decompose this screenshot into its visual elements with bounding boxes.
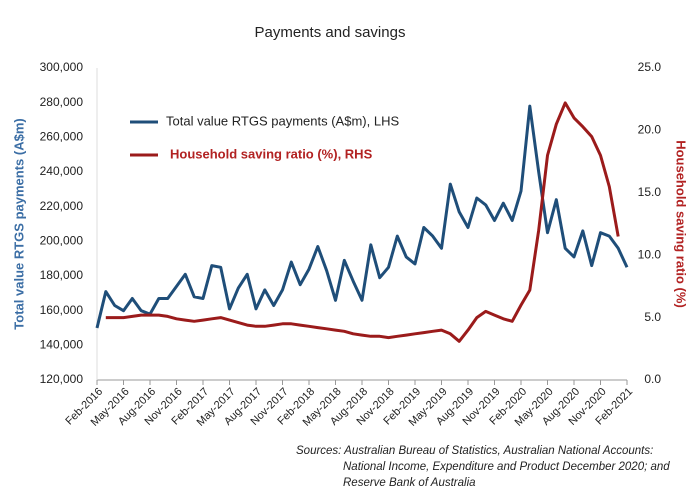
series-line	[105, 101, 620, 343]
y-tick-label: 220,000	[40, 199, 84, 213]
source-note: Reserve Bank of Australia	[343, 477, 476, 489]
y-tick-label: 200,000	[40, 234, 84, 248]
y2-tick-label: 10.0	[638, 247, 662, 261]
legend-label: Household saving ratio (%), RHS	[170, 146, 373, 161]
y2-axis-title: Household saving ratio (%)	[674, 140, 689, 308]
y-tick-label: 180,000	[40, 268, 84, 282]
y2-tick-label: 20.0	[638, 123, 662, 137]
legend-label: Total value RTGS payments (A$m), LHS	[166, 113, 399, 128]
source-note: National Income, Expenditure and Product…	[343, 461, 670, 473]
y-tick-label: 140,000	[40, 338, 84, 352]
series-line	[95, 104, 629, 329]
y-axis-title: Total value RTGS payments (A$m)	[11, 118, 26, 329]
y2-tick-label: 5.0	[644, 310, 661, 324]
y-tick-label: 280,000	[40, 95, 84, 109]
y-tick-label: 300,000	[40, 60, 84, 74]
y-tick-label: 260,000	[40, 130, 84, 144]
y-tick-label: 240,000	[40, 164, 84, 178]
y-tick-label: 120,000	[40, 372, 84, 386]
chart-title: Payments and savings	[255, 24, 406, 41]
y2-tick-label: 15.0	[638, 185, 662, 199]
y2-tick-label: 0.0	[644, 372, 661, 386]
y2-tick-label: 25.0	[638, 60, 662, 74]
y-tick-label: 160,000	[40, 303, 84, 317]
source-note: Sources: Australian Bureau of Statistics…	[296, 445, 653, 457]
